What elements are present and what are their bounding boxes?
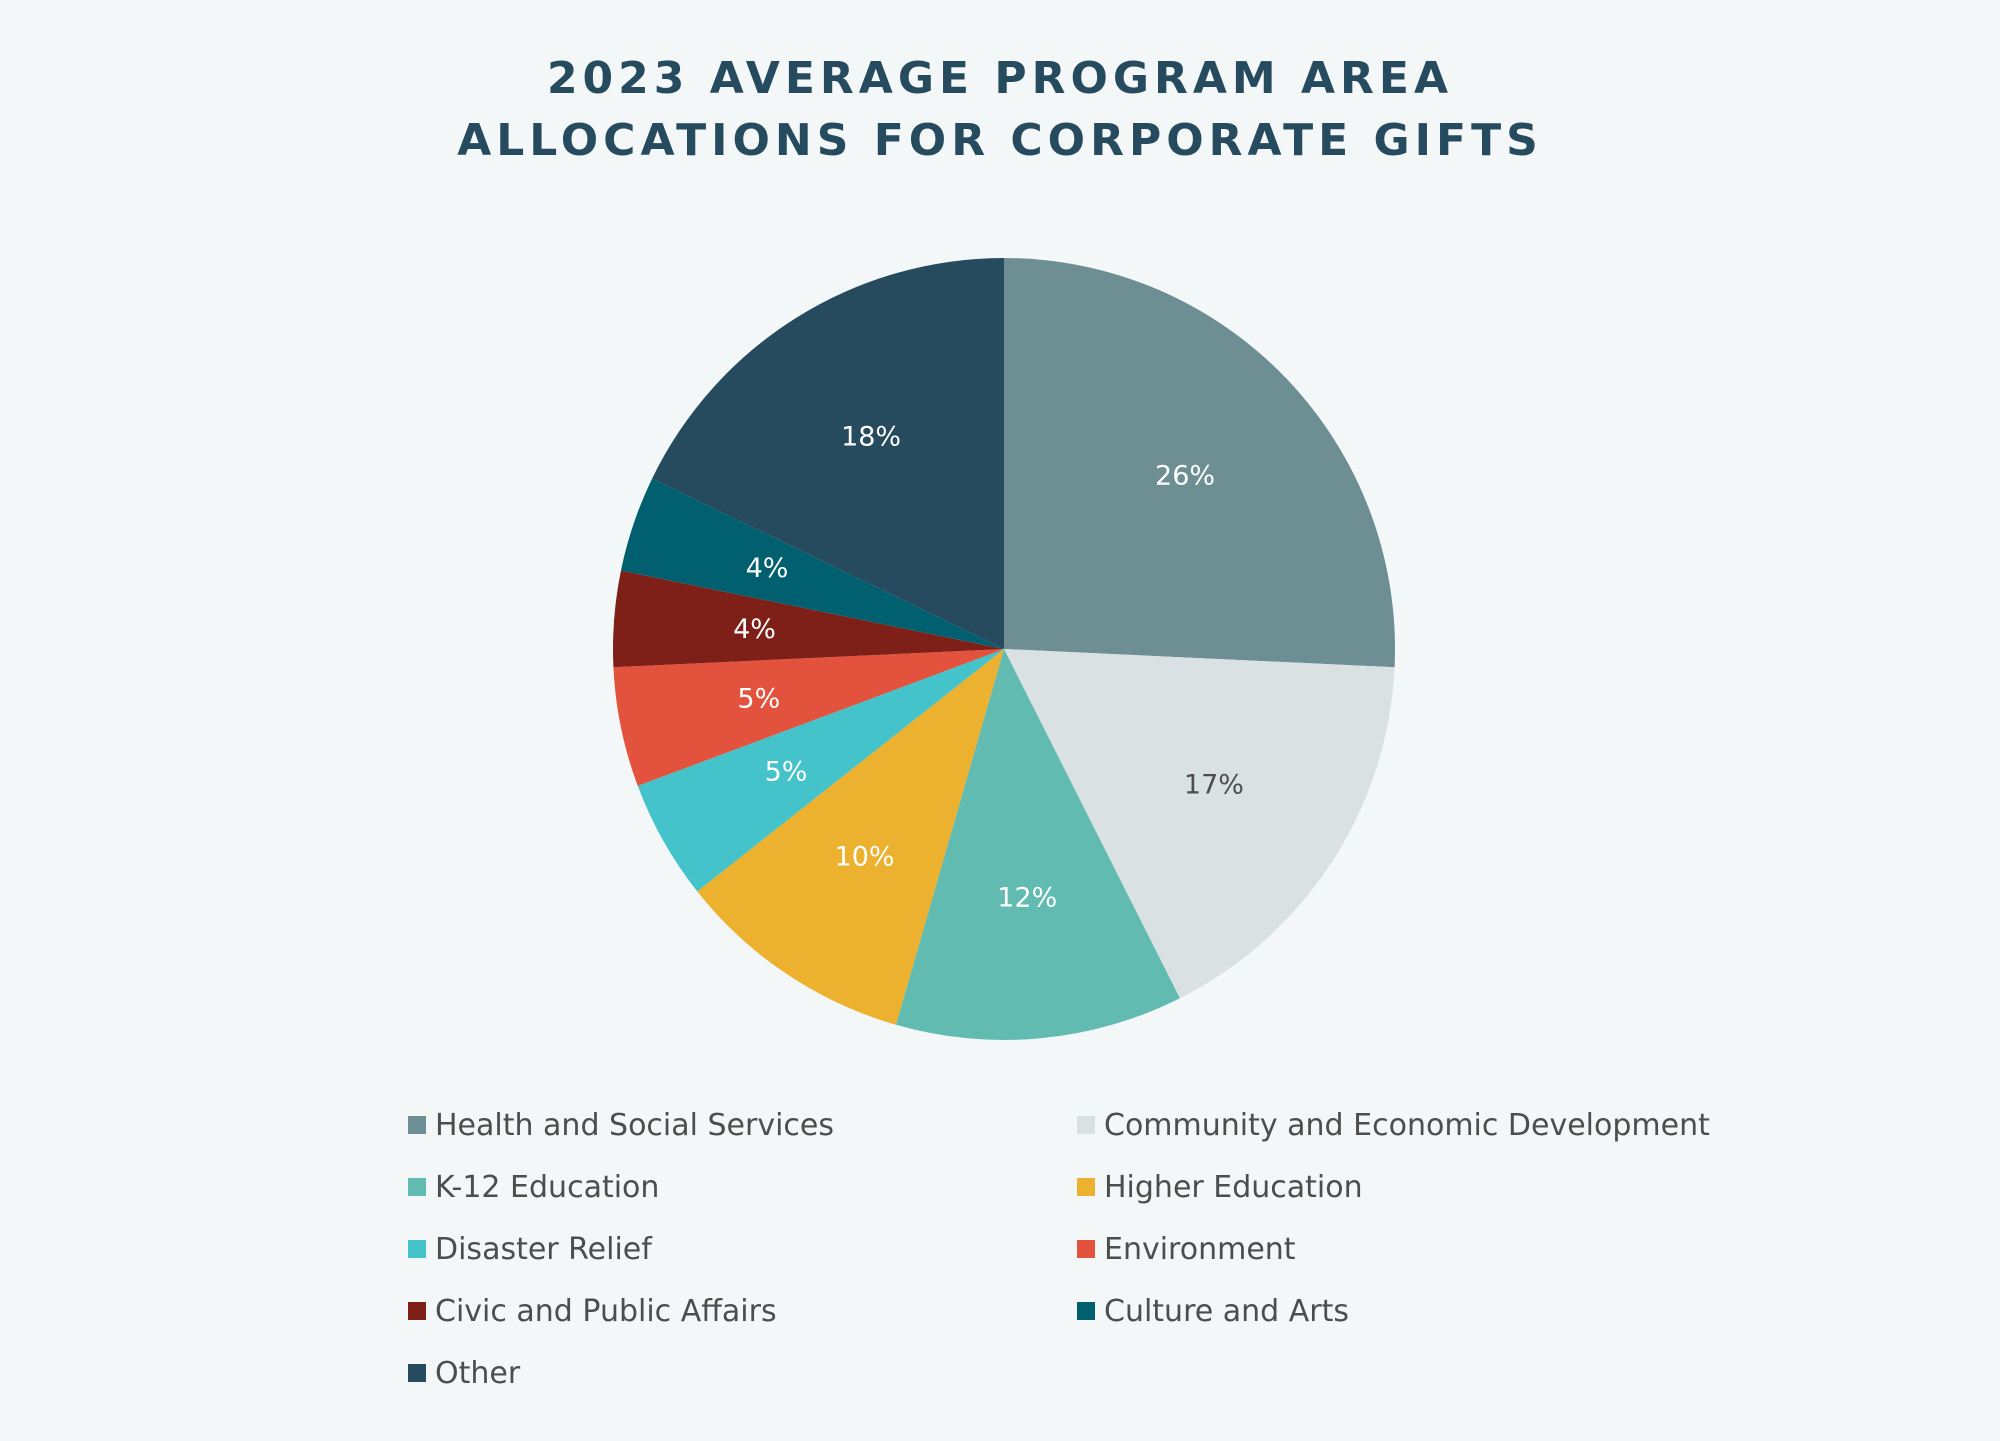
- chart-title-line-1: 2023 AVERAGE PROGRAM AREA: [546, 53, 1454, 104]
- legend-label: K-12 Education: [435, 1169, 660, 1205]
- legend-swatch: [408, 1364, 426, 1382]
- pie-slice-environment: [613, 649, 1004, 786]
- legend-item-community-and-economic-development: Community and Economic Development: [1077, 1105, 1817, 1145]
- legend-swatch: [1077, 1178, 1095, 1196]
- legend-swatch: [408, 1178, 426, 1196]
- legend-label: Higher Education: [1104, 1169, 1363, 1205]
- pie-data-label-disaster-relief: 5%: [765, 756, 808, 787]
- pie-data-label-other: 18%: [841, 421, 901, 452]
- legend-item-other: Other: [408, 1353, 1077, 1393]
- legend-item-higher-education: Higher Education: [1077, 1167, 1817, 1207]
- legend: Health and Social Services Community and …: [408, 1105, 1828, 1393]
- legend-label: Other: [435, 1355, 521, 1391]
- pie-slice-health-and-social-services: [1004, 258, 1395, 668]
- chart-title: 2023 AVERAGE PROGRAM AREA ALLOCATIONS FO…: [0, 48, 2000, 172]
- legend-label: Health and Social Services: [435, 1107, 835, 1143]
- pie-slice-other: [652, 258, 1004, 649]
- pie-data-label-civic-and-public-affairs: 4%: [733, 614, 776, 645]
- pie-slice-higher-education: [697, 649, 1004, 1025]
- legend-label: Environment: [1104, 1231, 1296, 1267]
- legend-item-disaster-relief: Disaster Relief: [408, 1229, 1077, 1269]
- pie-data-label-culture-and-arts: 4%: [746, 553, 789, 584]
- pie-slice-civic-and-public-affairs: [613, 570, 1004, 668]
- pie-slices: [613, 258, 1395, 1040]
- pie-slice-k-12-education: [895, 649, 1180, 1040]
- legend-label: Disaster Relief: [435, 1231, 652, 1267]
- pie-slice-culture-and-arts: [620, 478, 1004, 649]
- legend-swatch: [1077, 1240, 1095, 1258]
- pie-data-labels: 26% 17% 12% 10% 5% 5% 4% 4% 18%: [733, 421, 1244, 913]
- legend-label: Culture and Arts: [1104, 1293, 1349, 1329]
- pie-data-label-environment: 5%: [737, 684, 780, 715]
- pie-data-label-community-and-economic-development: 17%: [1184, 770, 1244, 801]
- legend-item-environment: Environment: [1077, 1229, 1817, 1269]
- pie-data-label-higher-education: 10%: [835, 841, 895, 872]
- legend-label: Community and Economic Development: [1104, 1107, 1710, 1143]
- legend-swatch: [408, 1302, 426, 1320]
- legend-label: Civic and Public Affairs: [435, 1293, 777, 1329]
- legend-item-civic-and-public-affairs: Civic and Public Affairs: [408, 1291, 1077, 1331]
- legend-swatch: [408, 1116, 426, 1134]
- pie-data-label-health-and-social-services: 26%: [1155, 461, 1215, 492]
- pie-slice-disaster-relief: [637, 649, 1004, 892]
- legend-swatch: [408, 1240, 426, 1258]
- legend-swatch: [1077, 1302, 1095, 1320]
- legend-item-k-12-education: K-12 Education: [408, 1167, 1077, 1207]
- legend-item-culture-and-arts: Culture and Arts: [1077, 1291, 1817, 1331]
- pie-data-label-k-12-education: 12%: [997, 883, 1057, 914]
- legend-item-health-and-social-services: Health and Social Services: [408, 1105, 1077, 1145]
- chart-title-line-2: ALLOCATIONS FOR CORPORATE GIFTS: [457, 115, 1543, 166]
- pie-slice-community-and-economic-development: [1004, 649, 1395, 999]
- legend-swatch: [1077, 1116, 1095, 1134]
